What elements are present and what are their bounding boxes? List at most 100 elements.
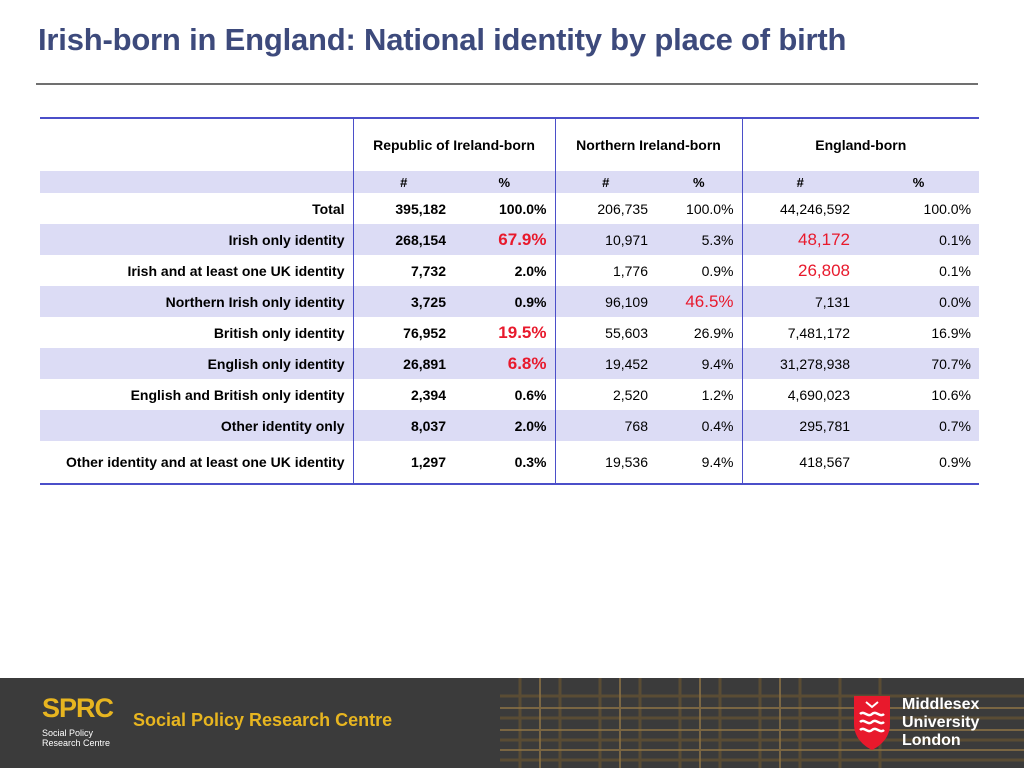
- cell-ni-count: 55,603: [605, 324, 648, 341]
- group-header-england: England-born: [742, 117, 980, 171]
- table-row: Irish only identity 268,154 67.9% 10,971…: [40, 224, 980, 255]
- row-label: Irish only identity: [40, 224, 354, 255]
- cell-roi-percent: 2.0%: [454, 255, 556, 286]
- sprc-logo-mark: SPRC: [42, 693, 114, 723]
- footer-lattice-pattern: [500, 678, 1024, 768]
- cell-ni-percent: 9.4%: [656, 348, 743, 379]
- table-group-header-row: Republic of Ireland-born Northern Irelan…: [40, 117, 980, 171]
- cell-roi-count: 76,952: [403, 324, 446, 341]
- cell-roi-count: 3,725: [353, 286, 454, 317]
- cell-ni-percent: 1.2%: [656, 379, 743, 410]
- cell-ni-percent: 5.3%: [656, 224, 743, 255]
- university-shield-icon: [854, 696, 890, 750]
- row-label: English and British only identity: [40, 379, 354, 410]
- identity-table: Republic of Ireland-born Northern Irelan…: [40, 117, 980, 485]
- cell-england-count: 418,567: [742, 441, 859, 485]
- table-row: Irish and at least one UK identity 7,732…: [40, 255, 979, 286]
- cell-england-count: 44,246,592: [779, 200, 851, 217]
- table-row: British only identity 76,952 19.5% 55,60…: [40, 317, 979, 348]
- sprc-name: Social Policy Research Centre: [133, 710, 393, 730]
- cell-roi-count: 395,182: [395, 200, 446, 217]
- row-label: Other identity only: [40, 410, 354, 441]
- cell-ni-percent: 0.4%: [656, 410, 743, 441]
- group-header-ni: Northern Ireland-born: [555, 117, 743, 171]
- cell-ni-count: 768: [555, 410, 656, 441]
- cell-england-percent: 0.9%: [858, 441, 980, 485]
- cell-ni-percent: 46.5%: [656, 286, 743, 317]
- title-divider: [36, 83, 978, 85]
- footer-band: SPRC Social Policy Research Centre Socia…: [0, 678, 1024, 768]
- row-label: British only identity: [40, 317, 354, 348]
- cell-ni-percent: 9.4%: [656, 441, 743, 485]
- cell-england-percent: 16.9%: [931, 324, 972, 341]
- cell-england-count: 4,690,023: [787, 386, 851, 403]
- row-label: English only identity: [40, 348, 354, 379]
- cell-roi-count: 8,037: [353, 410, 454, 441]
- cell-roi-count: 7,732: [410, 262, 446, 279]
- cell-england-percent: 10.6%: [931, 386, 972, 403]
- cell-ni-percent: 0.9%: [656, 255, 743, 286]
- cell-ni-count: 10,971: [555, 224, 656, 255]
- row-label: Irish and at least one UK identity: [40, 255, 354, 286]
- slide-title: Irish-born in England: National identity…: [38, 22, 847, 57]
- cell-roi-percent: 0.3%: [454, 441, 556, 485]
- table-row: English only identity 26,891 6.8% 19,452…: [40, 348, 980, 379]
- subheader-england-count: #: [742, 171, 859, 193]
- cell-england-count: 26,808: [798, 260, 851, 280]
- cell-roi-count: 2,394: [410, 386, 446, 403]
- subheader-roi-count: #: [353, 171, 454, 193]
- cell-england-count: 7,481,172: [787, 324, 851, 341]
- table-row: English and British only identity 2,394 …: [40, 379, 979, 410]
- cell-ni-count: 2,520: [612, 386, 648, 403]
- cell-england-count: 48,172: [742, 224, 859, 255]
- header-corner-cell: [40, 117, 354, 171]
- group-header-roi: Republic of Ireland-born: [353, 117, 556, 171]
- cell-ni-percent: 26.9%: [656, 317, 743, 348]
- cell-england-percent: 100.0%: [923, 200, 972, 217]
- row-label: Total: [40, 193, 354, 224]
- row-label: Other identity and at least one UK ident…: [40, 441, 354, 485]
- university-name-line2: University: [902, 714, 980, 731]
- table-row: Other identity and at least one UK ident…: [40, 441, 980, 485]
- cell-ni-count: 96,109: [555, 286, 656, 317]
- cell-roi-percent: 0.6%: [454, 379, 556, 410]
- sprc-logo-subtitle: Social Policy Research Centre: [42, 728, 111, 748]
- cell-roi-percent: 100.0%: [454, 193, 556, 224]
- cell-ni-count: 19,452: [555, 348, 656, 379]
- table-row: Other identity only 8,037 2.0% 768 0.4% …: [40, 410, 980, 441]
- cell-england-percent: 0.1%: [939, 262, 972, 279]
- cell-roi-count: 268,154: [353, 224, 454, 255]
- cell-roi-count: 1,297: [353, 441, 454, 485]
- cell-ni-percent: 100.0%: [656, 193, 743, 224]
- subheader-corner-cell: [40, 171, 354, 193]
- university-wordmark: Middlesex University London: [902, 696, 979, 750]
- middlesex-university-logo: Middlesex University London: [852, 694, 1012, 756]
- cell-roi-percent: 0.9%: [454, 286, 556, 317]
- cell-england-percent: 0.1%: [858, 224, 980, 255]
- cell-ni-count: 1,776: [612, 262, 648, 279]
- cell-roi-percent: 2.0%: [454, 410, 556, 441]
- subheader-ni-count: #: [555, 171, 656, 193]
- cell-roi-percent: 67.9%: [454, 224, 556, 255]
- cell-england-count: 7,131: [742, 286, 859, 317]
- university-name-line3: London: [902, 732, 961, 749]
- cell-ni-count: 19,536: [555, 441, 656, 485]
- table-subheader-row: # % # % # %: [40, 171, 980, 193]
- university-name-line1: Middlesex: [902, 696, 980, 713]
- subheader-ni-percent: %: [656, 171, 743, 193]
- sprc-logo: SPRC Social Policy Research Centre: [42, 694, 122, 748]
- subheader-roi-percent: %: [454, 171, 556, 193]
- cell-england-count: 295,781: [742, 410, 859, 441]
- cell-roi-count: 26,891: [353, 348, 454, 379]
- cell-roi-percent: 6.8%: [454, 348, 556, 379]
- cell-england-percent: 0.7%: [858, 410, 980, 441]
- cell-england-percent: 0.0%: [858, 286, 980, 317]
- row-label: Northern Irish only identity: [40, 286, 354, 317]
- cell-england-percent: 70.7%: [858, 348, 980, 379]
- cell-england-count: 31,278,938: [742, 348, 859, 379]
- table-row: Total 395,182 100.0% 206,735 100.0% 44,2…: [40, 193, 979, 224]
- subheader-england-percent: %: [858, 171, 980, 193]
- cell-roi-percent: 19.5%: [454, 317, 556, 348]
- table-row: Northern Irish only identity 3,725 0.9% …: [40, 286, 980, 317]
- cell-ni-count: 206,735: [597, 200, 648, 217]
